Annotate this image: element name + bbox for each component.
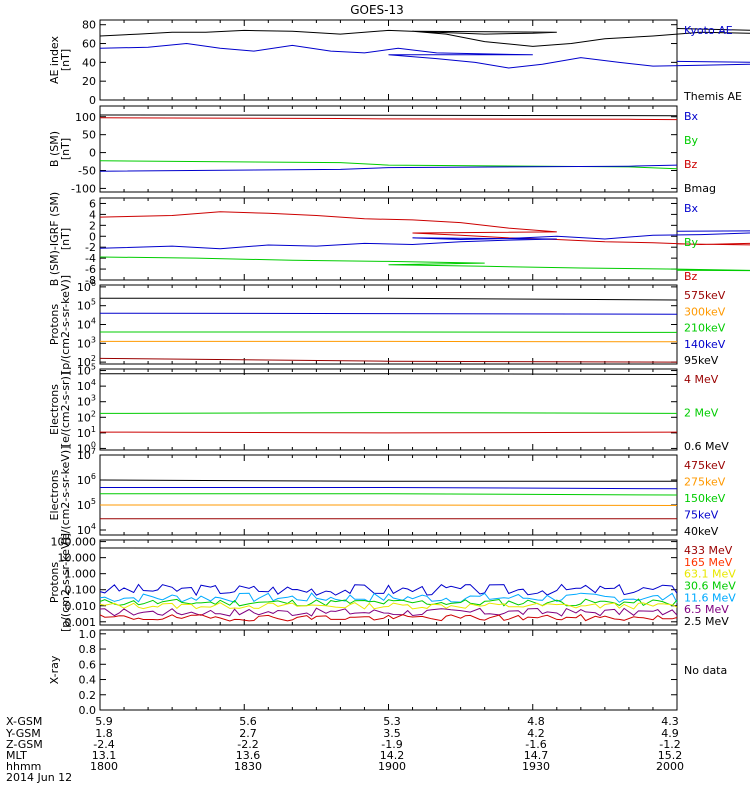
ephemeris-value: 1800 xyxy=(90,760,118,773)
ytick-label: -100 xyxy=(71,182,96,195)
ephemeris-value: 1830 xyxy=(234,760,262,773)
legend-entry: Bx xyxy=(684,202,699,215)
legend-entry: Bz xyxy=(684,270,698,283)
series-line-4-2 xyxy=(100,432,677,433)
legend-entry: By xyxy=(684,134,699,147)
y-axis-label: [p/(cm2-s-sr-keV)] xyxy=(59,275,72,374)
ytick-label: 80 xyxy=(82,19,96,32)
legend-entry: 140keV xyxy=(684,338,726,351)
series-line-3-0 xyxy=(100,298,677,300)
ytick-label: 0 xyxy=(89,147,96,160)
ytick-label: 0 xyxy=(89,94,96,107)
plot-title: GOES-13 xyxy=(350,3,404,17)
legend-entry: 75keV xyxy=(684,509,719,522)
y-axis-label: X-ray xyxy=(48,655,61,684)
legend-entry: Bz xyxy=(684,158,698,171)
legend-entry: 2 MeV xyxy=(684,407,719,420)
ephemeris-value: 1930 xyxy=(522,760,550,773)
series-line-4-1 xyxy=(100,413,677,414)
ytick-label: -50 xyxy=(78,165,96,178)
ytick-label: 20 xyxy=(82,75,96,88)
y-axis-label: [e/(cm2-s-sr-keV)] xyxy=(59,446,72,545)
panel-frame-4 xyxy=(100,369,677,450)
series-line-1-3 xyxy=(100,165,677,171)
ytick-label: 0.0 xyxy=(79,704,97,717)
legend-entry: Bmag xyxy=(684,182,716,195)
ytick-label: 0.6 xyxy=(79,658,97,671)
legend-entry: Kyoto AE xyxy=(684,24,733,37)
legend-entry: 4 MeV xyxy=(684,373,719,386)
series-line-6-0 xyxy=(100,548,677,549)
ytick-label: 0.2 xyxy=(79,689,97,702)
series-line-1-1 xyxy=(100,118,677,120)
y-axis-label: [nT] xyxy=(59,228,72,250)
ephemeris-row-label: 2014 Jun 12 xyxy=(6,771,72,784)
series-line-3-1 xyxy=(100,313,677,314)
legend-entry: Themis AE xyxy=(683,90,742,103)
y-axis-label: [e/(cm2-s-sr)] xyxy=(59,372,72,447)
legend-entry: No data xyxy=(684,664,727,677)
ephemeris-value: 2000 xyxy=(656,760,684,773)
panel-frame-7 xyxy=(100,630,677,710)
ytick-label: 6 xyxy=(89,197,96,210)
y-axis-label: [nT] xyxy=(59,138,72,160)
ytick-label: 100 xyxy=(75,111,96,124)
ytick-label: 106 xyxy=(77,279,96,294)
series-line-0-1 xyxy=(100,44,750,69)
legend-entry: 210keV xyxy=(684,322,726,335)
legend-entry: 40keV xyxy=(684,525,719,538)
ytick-label: 60 xyxy=(82,38,96,51)
ytick-label: 102 xyxy=(77,409,96,424)
legend-entry: 150keV xyxy=(684,492,726,505)
series-line-5-1 xyxy=(100,488,677,489)
legend-entry: Bx xyxy=(684,110,699,123)
legend-entry: 275keV xyxy=(684,476,726,489)
legend-entry: 95keV xyxy=(684,354,719,367)
series-line-5-2 xyxy=(100,494,677,495)
series-line-5-0 xyxy=(100,480,677,481)
ytick-label: 1.0 xyxy=(79,628,97,641)
ytick-label: 105 xyxy=(77,298,96,313)
ytick-label: 0.4 xyxy=(79,674,97,687)
series-line-1-0 xyxy=(100,115,677,116)
legend-entry: 475keV xyxy=(684,459,726,472)
ytick-label: 103 xyxy=(77,394,96,409)
legend-entry: 575keV xyxy=(684,289,726,302)
series-line-2-2 xyxy=(100,257,750,271)
ytick-label: 104 xyxy=(77,317,96,332)
ytick-label: 105 xyxy=(77,363,96,378)
ytick-label: 50 xyxy=(82,129,96,142)
series-line-2-0 xyxy=(100,212,750,246)
legend-entry: 2.5 MeV xyxy=(684,615,729,628)
ytick-label: 107 xyxy=(77,447,96,462)
ytick-label: 0.8 xyxy=(79,643,97,656)
series-line-0-0 xyxy=(100,29,750,47)
panel-frame-3 xyxy=(100,285,677,364)
ytick-label: 101 xyxy=(77,425,96,440)
ytick-label: 100.000 xyxy=(51,536,97,549)
ephemeris-value: 1900 xyxy=(378,760,406,773)
ytick-label: 106 xyxy=(77,472,96,487)
ytick-label: 103 xyxy=(77,335,96,350)
ytick-label: 104 xyxy=(77,378,96,393)
y-axis-label: [p/(cm2-s-sr-keV)] xyxy=(59,533,72,632)
series-line-5-3 xyxy=(100,505,677,506)
ytick-label: 40 xyxy=(82,56,96,69)
legend-entry: 0.6 MeV xyxy=(684,440,729,453)
legend-entry: 300keV xyxy=(684,305,726,318)
legend-entry: By xyxy=(684,236,699,249)
y-axis-label: [nT] xyxy=(59,49,72,71)
ytick-label: 105 xyxy=(77,497,96,512)
